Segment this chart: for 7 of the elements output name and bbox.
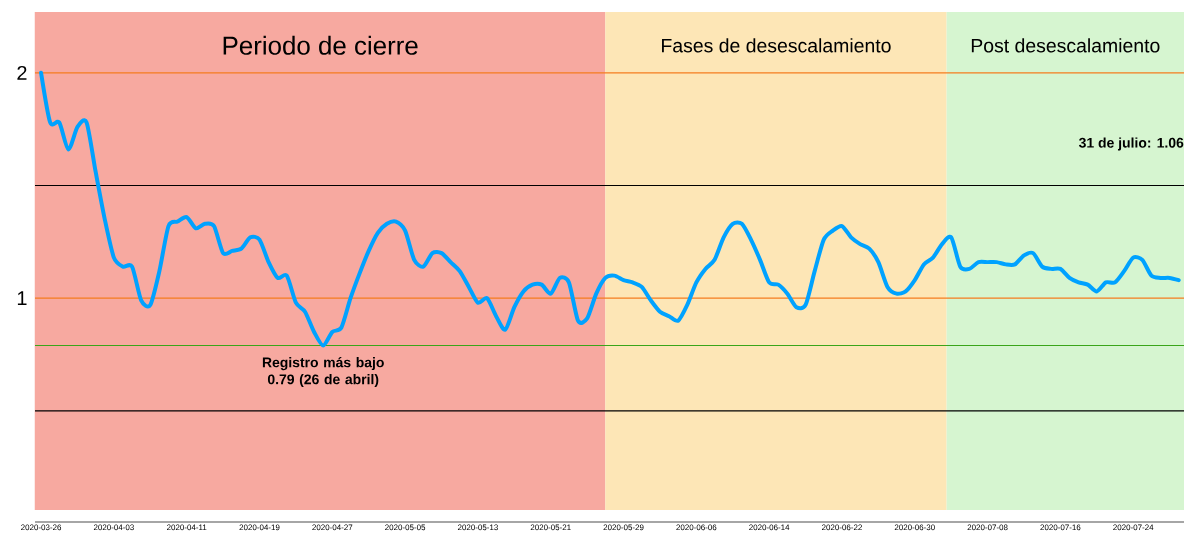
annotation: 31 de julio: 1.06	[1078, 137, 1184, 151]
band-label: Fases de desescalamiento	[662, 38, 891, 53]
y-tick-label: 2	[17, 65, 27, 80]
band-label: Periodo de cierre	[223, 35, 418, 55]
y-tick-label: 1	[17, 291, 27, 306]
band-label: Post desescalamiento	[971, 38, 1160, 53]
annotation: Registro más bajo 0.79 (26 de abril)	[262, 356, 384, 388]
